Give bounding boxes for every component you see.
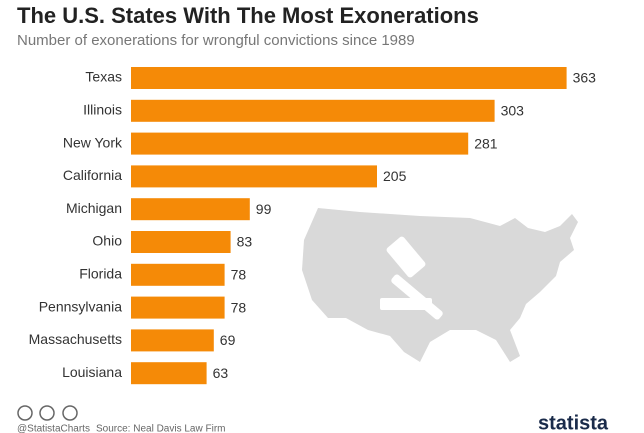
value-label: 69 <box>220 332 236 348</box>
bar <box>131 198 250 221</box>
value-label: 303 <box>501 103 525 119</box>
category-label: California <box>63 167 122 183</box>
bar <box>131 99 495 122</box>
credit: @StatistaCharts <box>17 424 90 433</box>
category-label: Louisiana <box>62 364 122 380</box>
value-label: 205 <box>383 168 407 184</box>
value-label: 78 <box>231 267 247 283</box>
map-illustration <box>302 208 578 362</box>
category-label: Texas <box>85 69 122 85</box>
category-label: Illinois <box>83 102 122 118</box>
category-label: Florida <box>79 266 122 282</box>
category-label: Massachusetts <box>29 331 122 347</box>
value-label: 83 <box>237 234 253 250</box>
bar <box>131 67 567 89</box>
bar <box>131 132 469 155</box>
category-label: New York <box>63 134 123 150</box>
value-label: 99 <box>256 201 272 217</box>
bar <box>131 165 377 188</box>
cc-icons <box>17 405 78 421</box>
value-label: 63 <box>213 365 229 381</box>
brand: statista <box>538 412 609 433</box>
bar <box>131 231 231 253</box>
value-label: 363 <box>573 70 597 86</box>
bar <box>131 296 225 319</box>
category-label: Pennsylvania <box>39 298 122 314</box>
bar <box>131 362 207 385</box>
value-label: 281 <box>474 135 498 151</box>
gavel-icon <box>380 236 443 320</box>
bar <box>131 329 214 352</box>
value-label: 78 <box>231 299 247 315</box>
chart-title: The U.S. States With The Most Exoneratio… <box>17 3 479 28</box>
source: Source: Neal Davis Law Firm <box>96 424 225 433</box>
category-label: Ohio <box>92 233 122 249</box>
bar <box>131 263 225 286</box>
chart-subtitle: Number of exonerations for wrongful conv… <box>17 32 415 49</box>
category-label: Michigan <box>66 200 122 216</box>
